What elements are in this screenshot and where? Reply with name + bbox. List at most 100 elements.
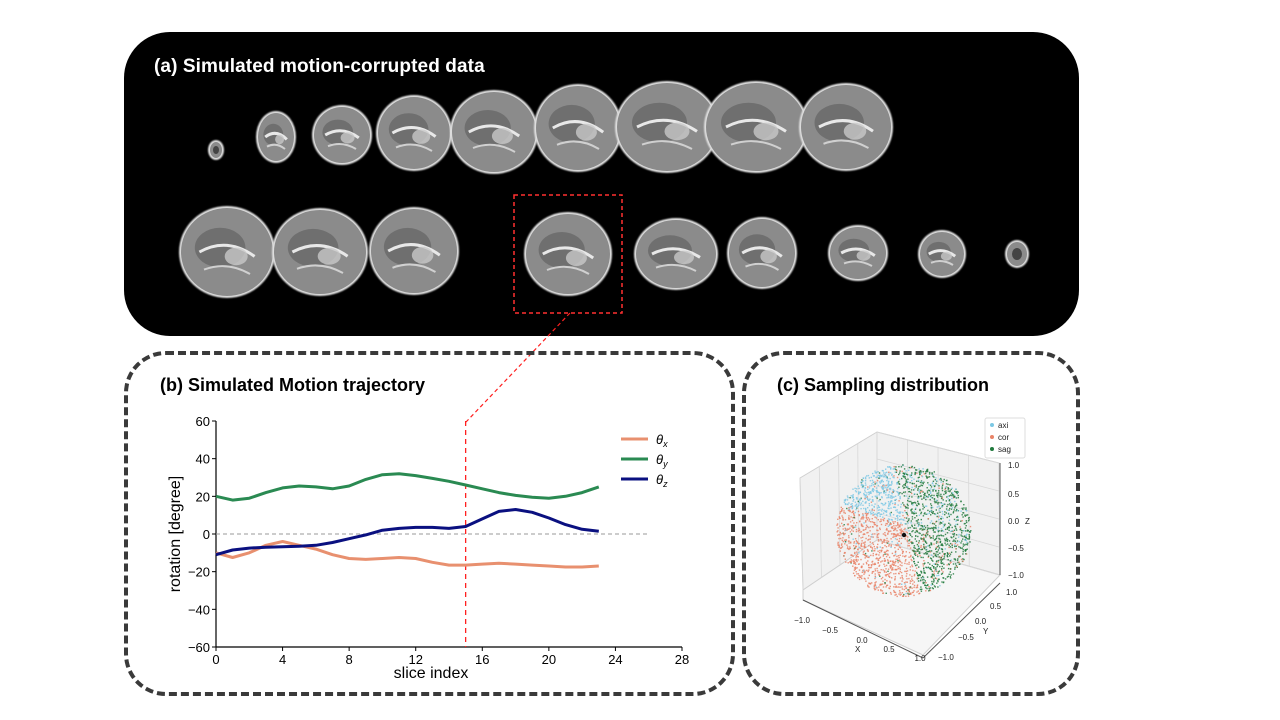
sample-point: [923, 473, 926, 475]
sample-point: [911, 503, 913, 505]
sample-point: [875, 476, 877, 479]
sample-point: [907, 589, 909, 591]
sample-point: [900, 542, 902, 545]
sample-point: [878, 571, 881, 574]
sample-point: [913, 590, 915, 592]
sample-point: [910, 474, 912, 476]
sample-point: [891, 481, 893, 483]
sample-point: [906, 573, 908, 575]
sample-point: [933, 531, 935, 533]
sample-point: [900, 593, 902, 595]
sample-point: [893, 573, 895, 575]
sample-point: [887, 521, 889, 523]
sample-point: [867, 585, 869, 588]
sample-point: [894, 554, 896, 557]
sample-point: [897, 526, 899, 529]
sample-point: [889, 513, 891, 515]
sample-point: [935, 537, 938, 539]
sample-point: [848, 507, 850, 509]
sample-point: [939, 478, 941, 480]
sample-point: [889, 585, 891, 588]
sample-point: [879, 474, 881, 476]
sample-point: [880, 502, 883, 505]
sample-point: [853, 562, 855, 565]
sample-point: [880, 520, 882, 522]
sample-point: [932, 475, 934, 478]
sample-point: [897, 494, 900, 496]
sample-point: [906, 563, 908, 565]
sample-point: [887, 466, 889, 468]
sample-point: [928, 586, 930, 588]
sample-point: [869, 567, 871, 569]
sample-point: [937, 572, 939, 574]
sample-point: [861, 565, 863, 568]
sample-point: [876, 482, 878, 484]
sample-point: [900, 522, 902, 524]
x-tick-label: 0.5: [883, 645, 895, 654]
sample-point: [848, 502, 850, 504]
sample-point: [917, 590, 919, 592]
sample-point: [903, 505, 906, 507]
x-tick-label: 1.0: [914, 654, 926, 663]
sample-point: [920, 556, 922, 559]
sample-point: [918, 489, 921, 491]
sample-point: [931, 473, 933, 475]
sample-point: [863, 529, 865, 531]
sample-point: [931, 575, 933, 578]
sample-point: [861, 571, 863, 573]
sample-point: [884, 578, 886, 581]
sample-point: [860, 518, 862, 520]
sample-point: [926, 492, 929, 494]
sample-point: [897, 565, 899, 568]
sample-point: [923, 496, 925, 498]
sample-point: [876, 525, 879, 527]
sample-point: [907, 595, 910, 597]
sample-point: [841, 515, 843, 517]
sample-point: [862, 518, 864, 520]
x-tick-label: 16: [475, 652, 489, 667]
sample-point: [949, 562, 951, 564]
sample-point: [948, 495, 951, 497]
sphere-points: [836, 464, 972, 598]
sample-point: [946, 539, 948, 541]
y-tick-label: −0.5: [958, 633, 974, 642]
sample-point: [899, 583, 901, 585]
sample-point: [950, 508, 953, 510]
sample-point: [872, 475, 875, 477]
sample-point: [854, 505, 856, 507]
sample-point: [860, 508, 862, 510]
sample-point: [965, 537, 967, 539]
sample-point: [932, 474, 934, 476]
sample-point: [933, 552, 935, 555]
sample-point: [868, 545, 870, 547]
sample-point: [926, 513, 929, 515]
sample-point: [866, 532, 868, 534]
sample-point: [880, 523, 883, 526]
sample-point: [886, 471, 888, 474]
sample-point: [839, 534, 841, 536]
sample-point: [883, 558, 886, 560]
sample-point: [940, 528, 943, 530]
sample-point: [880, 492, 882, 494]
sample-point: [895, 471, 898, 473]
sample-point: [937, 516, 940, 518]
slice-row1-7: [704, 81, 808, 173]
sample-point: [914, 564, 917, 567]
sample-point: [865, 494, 867, 497]
sample-point: [887, 485, 890, 488]
sample-point: [855, 528, 858, 531]
sample-point: [870, 554, 872, 557]
sample-point: [866, 497, 869, 500]
sample-point: [887, 540, 890, 543]
sample-point: [885, 534, 887, 537]
sample-point: [882, 512, 885, 514]
sample-point: [943, 493, 945, 496]
grid-line: [818, 466, 822, 578]
sample-point: [922, 505, 924, 507]
sample-point: [932, 490, 934, 492]
sample-point: [857, 548, 859, 550]
sample-point: [888, 556, 891, 559]
sample-point: [861, 566, 863, 569]
sample-point: [896, 534, 898, 537]
sample-point: [931, 582, 933, 585]
